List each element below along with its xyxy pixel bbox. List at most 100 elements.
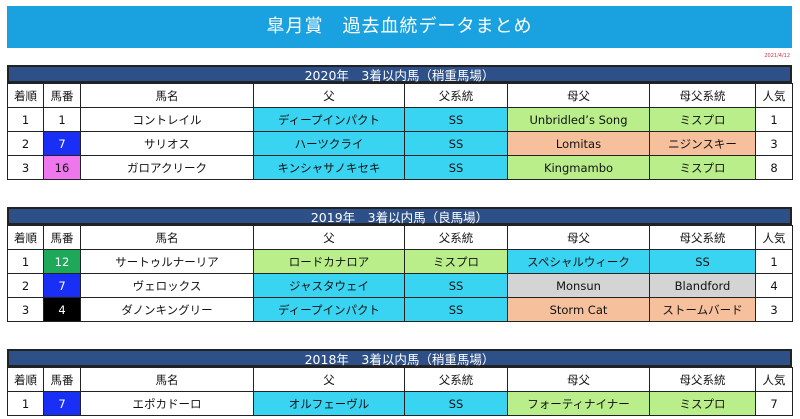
results-table: 着順 馬番 馬名 父 父系統 母父 母父系統 人気 1 7 エポカドーロ オルフ… [7,367,793,416]
header-popularity: 人気 [755,225,793,250]
sire-line-cell: ミスプロ [404,249,508,274]
header-horse: 馬名 [80,83,254,108]
bms-cell: Unbridled’s Song [507,107,650,132]
table-header-row: 着順 馬番 馬名 父 父系統 母父 母父系統 人気 [7,225,793,250]
popularity-cell: 3 [755,297,793,322]
bms-cell: Lomitas [507,131,650,156]
bms-line-cell: ミスプロ [649,391,756,416]
table-row: 3 16 ガロアクリーク キンシャサノキセキ SS Kingmambo ミスプロ… [7,155,793,180]
header-bms-line: 母父系統 [649,83,756,108]
gate-number-cell: 1 [43,107,81,132]
table-row: 1 1 コントレイル ディープインパクト SS Unbridled’s Song… [7,107,793,132]
bms-line-cell: ストームバード [649,297,756,322]
table-row: 1 7 エポカドーロ オルフェーヴル SS フォーティナイナー ミスプロ 7 [7,391,793,416]
gate-number-cell: 4 [43,297,81,322]
header-sire: 父 [253,83,405,108]
header-horse: 馬名 [80,225,254,250]
sire-line-cell: SS [404,107,508,132]
header-popularity: 人気 [755,83,793,108]
header-bms-line: 母父系統 [649,225,756,250]
section-heading: 2020年 3着以内馬（稍重馬場） [7,65,792,83]
bms-line-cell: ニジンスキー [649,131,756,156]
header-number: 馬番 [43,367,81,392]
sire-line-cell: SS [404,297,508,322]
header-horse: 馬名 [80,367,254,392]
bms-line-cell: Blandford [649,273,756,298]
header-bms: 母父 [507,367,650,392]
header-number: 馬番 [43,83,81,108]
gate-number-cell: 7 [43,131,81,156]
gate-number-cell: 16 [43,155,81,180]
results-table: 着順 馬番 馬名 父 父系統 母父 母父系統 人気 1 1 コントレイル ディー… [7,83,793,180]
header-bms: 母父 [507,83,650,108]
table-row: 2 7 サリオス ハーツクライ SS Lomitas ニジンスキー 3 [7,131,793,156]
horse-name-cell: コントレイル [80,107,254,132]
popularity-cell: 8 [755,155,793,180]
header-sire-line: 父系統 [404,367,508,392]
horse-name-cell: サリオス [80,131,254,156]
gate-number-cell: 7 [43,391,81,416]
bms-cell: Monsun [507,273,650,298]
rank-cell: 1 [7,249,44,274]
rank-cell: 2 [7,131,44,156]
section-2020: 2020年 3着以内馬（稍重馬場） 着順 馬番 馬名 父 父系統 母父 母父系統… [7,65,793,180]
table-row: 2 7 ヴェロックス ジャスタウェイ SS Monsun Blandford 4 [7,273,793,298]
rank-cell: 1 [7,391,44,416]
section-2018: 2018年 3着以内馬（稍重馬場） 着順 馬番 馬名 父 父系統 母父 母父系統… [7,349,793,416]
popularity-cell: 3 [755,131,793,156]
header-number: 馬番 [43,225,81,250]
bms-cell: Kingmambo [507,155,650,180]
horse-name-cell: ヴェロックス [80,273,254,298]
sire-line-cell: SS [404,273,508,298]
sire-cell: キンシャサノキセキ [253,155,405,180]
header-bms-line: 母父系統 [649,367,756,392]
gate-number-cell: 7 [43,273,81,298]
header-popularity: 人気 [755,367,793,392]
sire-line-cell: SS [404,131,508,156]
sire-line-cell: SS [404,155,508,180]
section-heading: 2019年 3着以内馬（良馬場） [7,207,792,225]
sire-line-cell: SS [404,391,508,416]
sire-cell: ハーツクライ [253,131,405,156]
header-rank: 着順 [7,83,44,108]
bms-cell: スペシャルウィーク [507,249,650,274]
table-header-row: 着順 馬番 馬名 父 父系統 母父 母父系統 人気 [7,367,793,392]
bms-cell: Storm Cat [507,297,650,322]
sire-cell: ロードカナロア [253,249,405,274]
bms-line-cell: SS [649,249,756,274]
table-row: 1 12 サートゥルナーリア ロードカナロア ミスプロ スペシャルウィーク SS… [7,249,793,274]
rank-cell: 1 [7,107,44,132]
horse-name-cell: サートゥルナーリア [80,249,254,274]
popularity-cell: 4 [755,273,793,298]
horse-name-cell: ガロアクリーク [80,155,254,180]
rank-cell: 2 [7,273,44,298]
bms-cell: フォーティナイナー [507,391,650,416]
section-heading: 2018年 3着以内馬（稍重馬場） [7,349,792,367]
header-sire: 父 [253,225,405,250]
header-sire-line: 父系統 [404,225,508,250]
horse-name-cell: エポカドーロ [80,391,254,416]
table-header-row: 着順 馬番 馬名 父 父系統 母父 母父系統 人気 [7,83,793,108]
popularity-cell: 7 [755,391,793,416]
page-title: 皐月賞 過去血統データまとめ [7,6,792,48]
sire-cell: ジャスタウェイ [253,273,405,298]
date-label: 2021/4/12 [764,53,790,59]
section-2019: 2019年 3着以内馬（良馬場） 着順 馬番 馬名 父 父系統 母父 母父系統 … [7,207,793,322]
results-table: 着順 馬番 馬名 父 父系統 母父 母父系統 人気 1 12 サートゥルナーリア… [7,225,793,322]
header-sire: 父 [253,367,405,392]
header-rank: 着順 [7,225,44,250]
gate-number-cell: 12 [43,249,81,274]
horse-name-cell: ダノンキングリー [80,297,254,322]
bms-line-cell: ミスプロ [649,107,756,132]
bms-line-cell: ミスプロ [649,155,756,180]
sire-cell: ディープインパクト [253,297,405,322]
table-row: 3 4 ダノンキングリー ディープインパクト SS Storm Cat ストーム… [7,297,793,322]
sire-cell: オルフェーヴル [253,391,405,416]
header-bms: 母父 [507,225,650,250]
sire-cell: ディープインパクト [253,107,405,132]
rank-cell: 3 [7,155,44,180]
header-sire-line: 父系統 [404,83,508,108]
popularity-cell: 1 [755,249,793,274]
popularity-cell: 1 [755,107,793,132]
header-rank: 着順 [7,367,44,392]
